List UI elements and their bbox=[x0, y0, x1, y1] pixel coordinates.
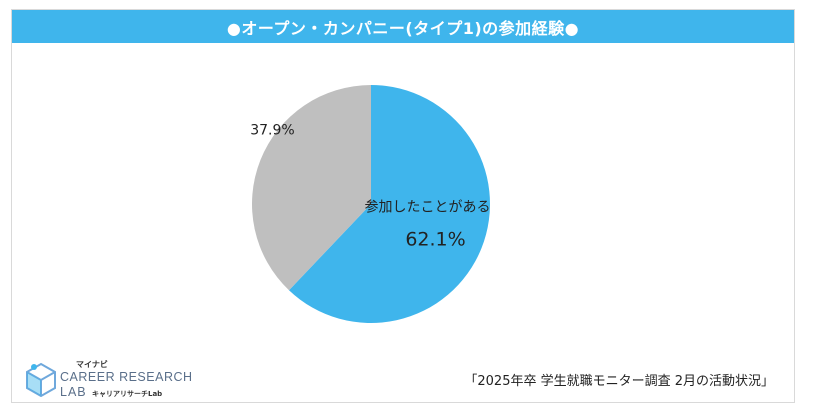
logo-small-label: マイナビ bbox=[76, 360, 108, 369]
cube-logo-icon bbox=[26, 362, 56, 397]
pie-chart: 参加したことがある 62.1% 37.9% bbox=[250, 85, 491, 323]
pie-value-label-1: 37.9% bbox=[250, 123, 294, 139]
pie-slices bbox=[252, 85, 490, 323]
chart-title-bar: ●オープン・カンパニー(タイプ1)の参加経験● bbox=[12, 10, 794, 43]
source-note: 「2025年卒 学生就職モニター調査 2月の活動状況」 bbox=[464, 374, 774, 389]
pie-slice-1 bbox=[252, 85, 371, 291]
pie-slice-0 bbox=[288, 85, 490, 323]
chart-frame: ●オープン・カンパニー(タイプ1)の参加経験● 参加したことがある 62.1% 37… bbox=[11, 9, 795, 403]
logo-lab-label: LAB bbox=[60, 385, 87, 399]
logo-main-label: CAREER RESEARCH bbox=[60, 370, 193, 384]
chart-title: ●オープン・カンパニー(タイプ1)の参加経験● bbox=[226, 18, 580, 38]
logo-sub-label: キャリアリサーチLab bbox=[92, 390, 163, 398]
pie-labels: 参加したことがある 62.1% 37.9% bbox=[250, 123, 490, 251]
career-research-lab-logo: マイナビ CAREER RESEARCH LAB キャリアリサーチLab bbox=[24, 359, 224, 399]
pie-slice-label-0: 参加したことがある bbox=[365, 198, 491, 215]
pie-value-label-0: 62.1% bbox=[405, 228, 465, 250]
